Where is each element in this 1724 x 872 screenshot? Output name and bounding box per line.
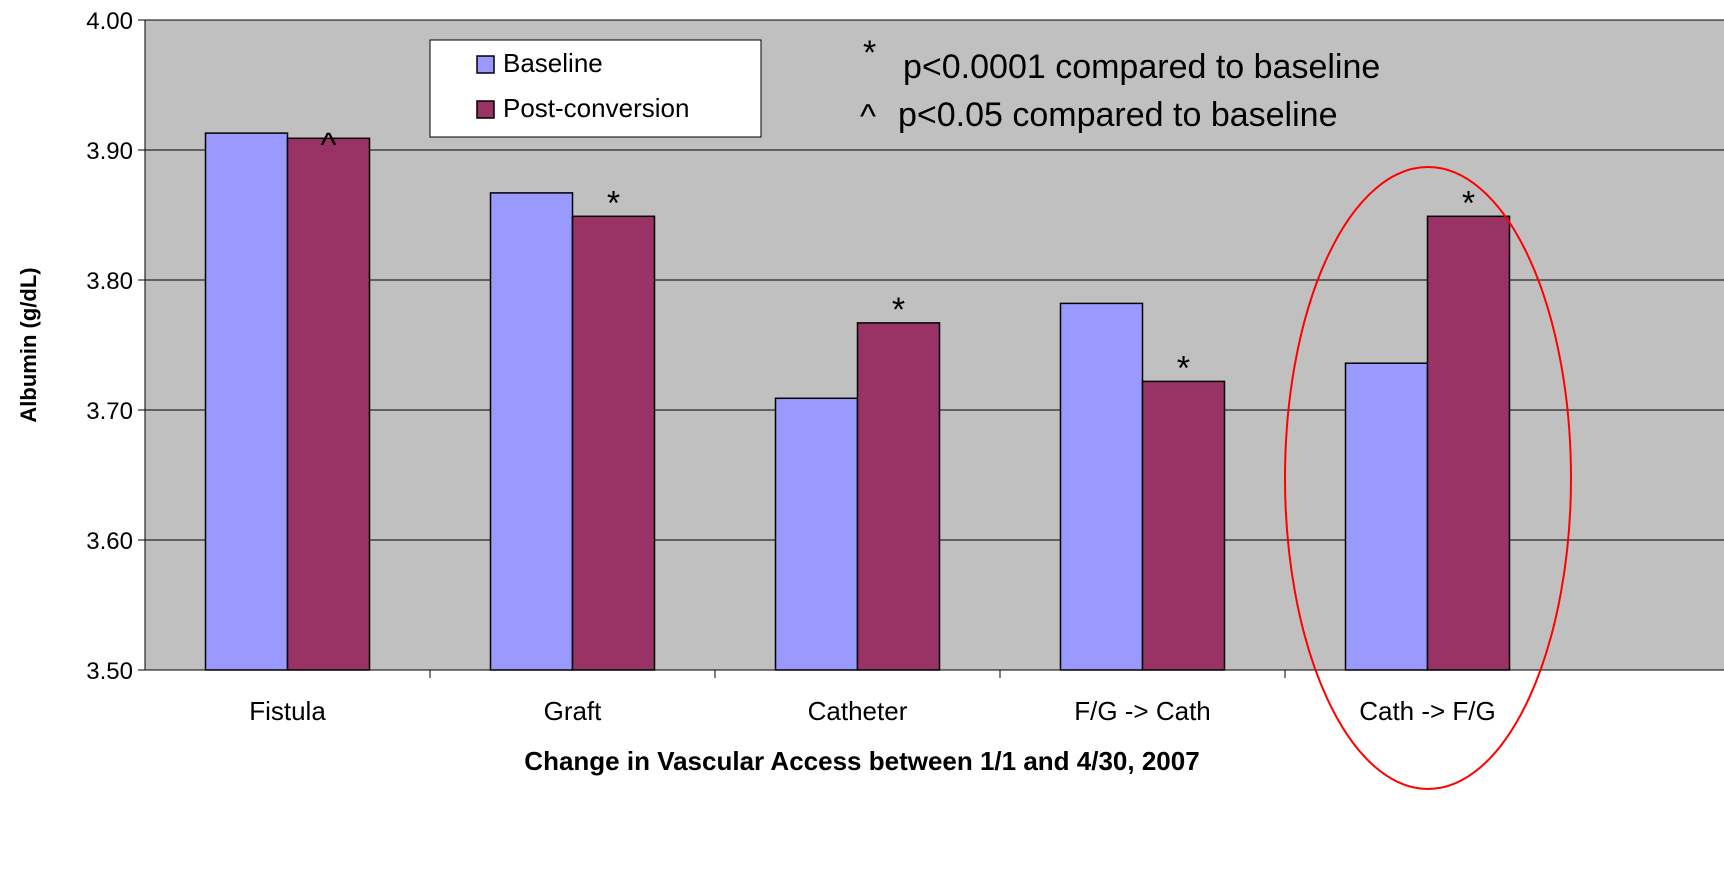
x-category-label: Graft xyxy=(544,696,603,726)
significance-marker: ^ xyxy=(321,126,337,164)
bar-post-conversion-2 xyxy=(571,215,656,671)
note-symbol-caret: ^ xyxy=(860,98,876,136)
legend-label-post-conversion: Post-conversion xyxy=(503,93,689,123)
bars xyxy=(204,132,1511,671)
significance-note: * p<0.0001 compared to baseline ^ p<0.05… xyxy=(860,34,1380,136)
significance-marker: * xyxy=(1177,349,1190,387)
y-tick-label: 3.70 xyxy=(86,398,133,425)
note-text-caret: p<0.05 compared to baseline xyxy=(898,96,1337,134)
y-tick-labels: 3.50 3.60 3.70 3.80 3.90 4.00 xyxy=(86,8,133,685)
legend-label-baseline: Baseline xyxy=(503,48,603,78)
significance-marker: * xyxy=(607,184,620,222)
bar-baseline-3 xyxy=(774,397,859,671)
bar-post-conversion-1 xyxy=(286,137,371,671)
bar-post-conversion-5 xyxy=(1426,215,1511,671)
x-category-labels: Fistula Graft Catheter F/G -> Cath Cath -> F… xyxy=(249,696,1496,726)
significance-marker: * xyxy=(892,291,905,329)
x-category-label: Fistula xyxy=(249,696,326,726)
y-tick-label: 3.60 xyxy=(86,528,133,555)
bar-baseline-4 xyxy=(1059,302,1144,671)
y-axis-title: Albumin (g/dL) xyxy=(16,267,41,422)
y-tick-label: 3.80 xyxy=(86,268,133,295)
significance-markers: ^ * * * * xyxy=(321,126,1476,387)
legend-swatch-post-conversion xyxy=(476,100,495,119)
bar-post-conversion-3 xyxy=(856,322,941,671)
bar-baseline-1 xyxy=(204,132,289,671)
x-category-label: Catheter xyxy=(808,696,908,726)
note-text-star: p<0.0001 compared to baseline xyxy=(903,48,1380,86)
highlight-ellipse xyxy=(1284,166,1572,790)
bar-baseline-5 xyxy=(1344,362,1429,671)
axes xyxy=(138,19,1724,678)
bar-post-conversion-4 xyxy=(1141,380,1226,671)
y-tick-label: 3.50 xyxy=(86,658,133,685)
y-tick-label: 4.00 xyxy=(86,8,133,35)
x-axis-title: Change in Vascular Access between 1/1 an… xyxy=(524,746,1199,776)
x-category-label: Cath -> F/G xyxy=(1359,696,1496,726)
x-category-label: F/G -> Cath xyxy=(1074,696,1211,726)
legend-swatch-baseline xyxy=(476,55,495,74)
note-symbol-star: * xyxy=(863,34,876,72)
significance-marker: * xyxy=(1462,184,1475,222)
legend: Baseline Post-conversion xyxy=(429,39,762,138)
bar-baseline-2 xyxy=(489,192,574,671)
y-tick-label: 3.90 xyxy=(86,138,133,165)
